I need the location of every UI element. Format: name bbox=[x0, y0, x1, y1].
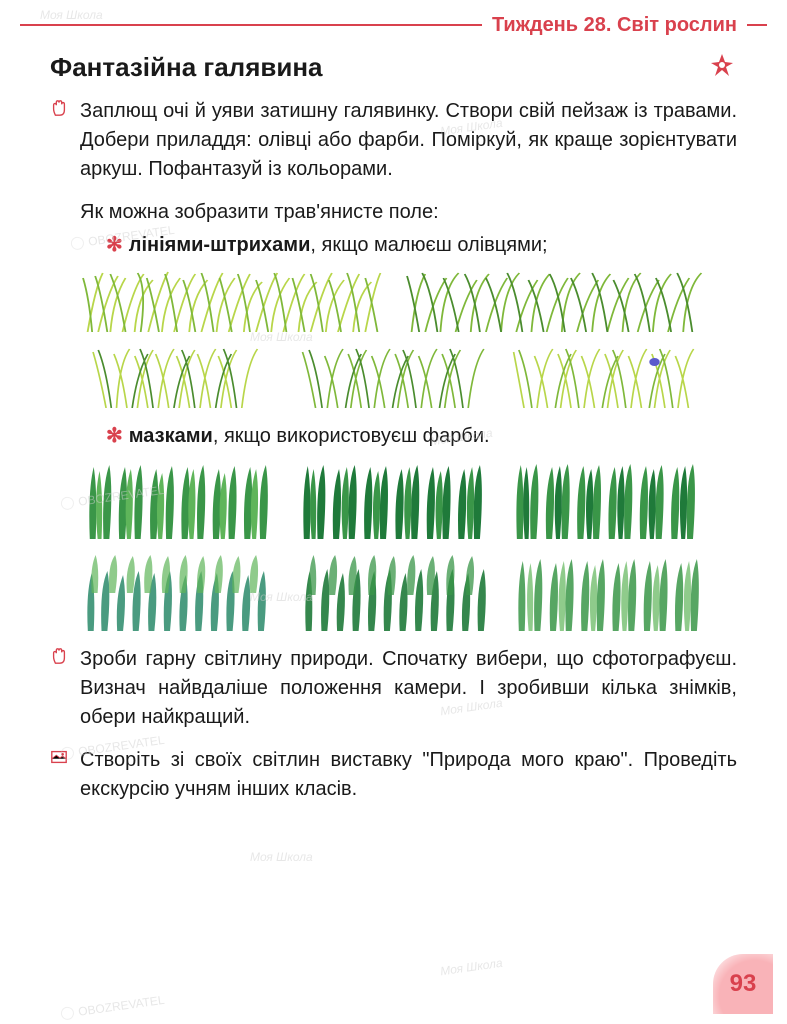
bullet-brush-strokes: ✻мазками, якщо використовуєш фарби. bbox=[106, 422, 737, 451]
paint-tuft bbox=[80, 553, 276, 631]
bullet-lines-strokes: ✻лініями-штрихами, якщо малюєш олівцями; bbox=[106, 231, 737, 260]
page-number: 93 bbox=[713, 954, 773, 1014]
paint-tuft bbox=[511, 553, 707, 631]
bullet-star-icon: ✻ bbox=[106, 234, 123, 256]
bullet-star-icon: ✻ bbox=[106, 425, 123, 447]
photo-paragraph: Зроби гарну світлину природи. Спочатку в… bbox=[80, 645, 737, 732]
hand-icon bbox=[50, 645, 80, 732]
hand-icon bbox=[50, 97, 80, 184]
chapter-header: Тиждень 28. Світ рослин bbox=[0, 0, 787, 40]
grass-tuft bbox=[80, 268, 384, 332]
how-depict-text: Як можна зобразити трав'янисте поле: bbox=[80, 198, 737, 227]
intro-paragraph: Заплющ очі й уяви затишну галявинку. Ств… bbox=[80, 97, 737, 184]
paint-grass-illustration bbox=[80, 461, 707, 631]
paint-tuft bbox=[511, 461, 707, 539]
page-title: Фантазійна галявина bbox=[50, 52, 323, 83]
grass-tuft bbox=[511, 344, 707, 408]
grass-tuft bbox=[80, 344, 276, 408]
paint-tuft bbox=[296, 461, 492, 539]
chapter-title: Тиждень 28. Світ рослин bbox=[482, 14, 747, 37]
watermark: Моя Школа bbox=[439, 956, 503, 979]
watermark: Моя Школа bbox=[250, 850, 313, 864]
exhibit-paragraph: Створіть зі своїх світлин виставку "Прир… bbox=[80, 746, 737, 804]
header-rule-right bbox=[747, 24, 767, 26]
watermark: OBOZREVATEL bbox=[60, 993, 166, 1021]
header-rule-left bbox=[20, 24, 482, 26]
pencil-grass-illustration bbox=[80, 268, 707, 408]
grass-tuft bbox=[404, 268, 708, 332]
paint-tuft bbox=[296, 553, 492, 631]
paint-splash-icon bbox=[707, 50, 737, 85]
frame-icon bbox=[50, 746, 80, 804]
paint-tuft bbox=[80, 461, 276, 539]
grass-tuft bbox=[296, 344, 492, 408]
